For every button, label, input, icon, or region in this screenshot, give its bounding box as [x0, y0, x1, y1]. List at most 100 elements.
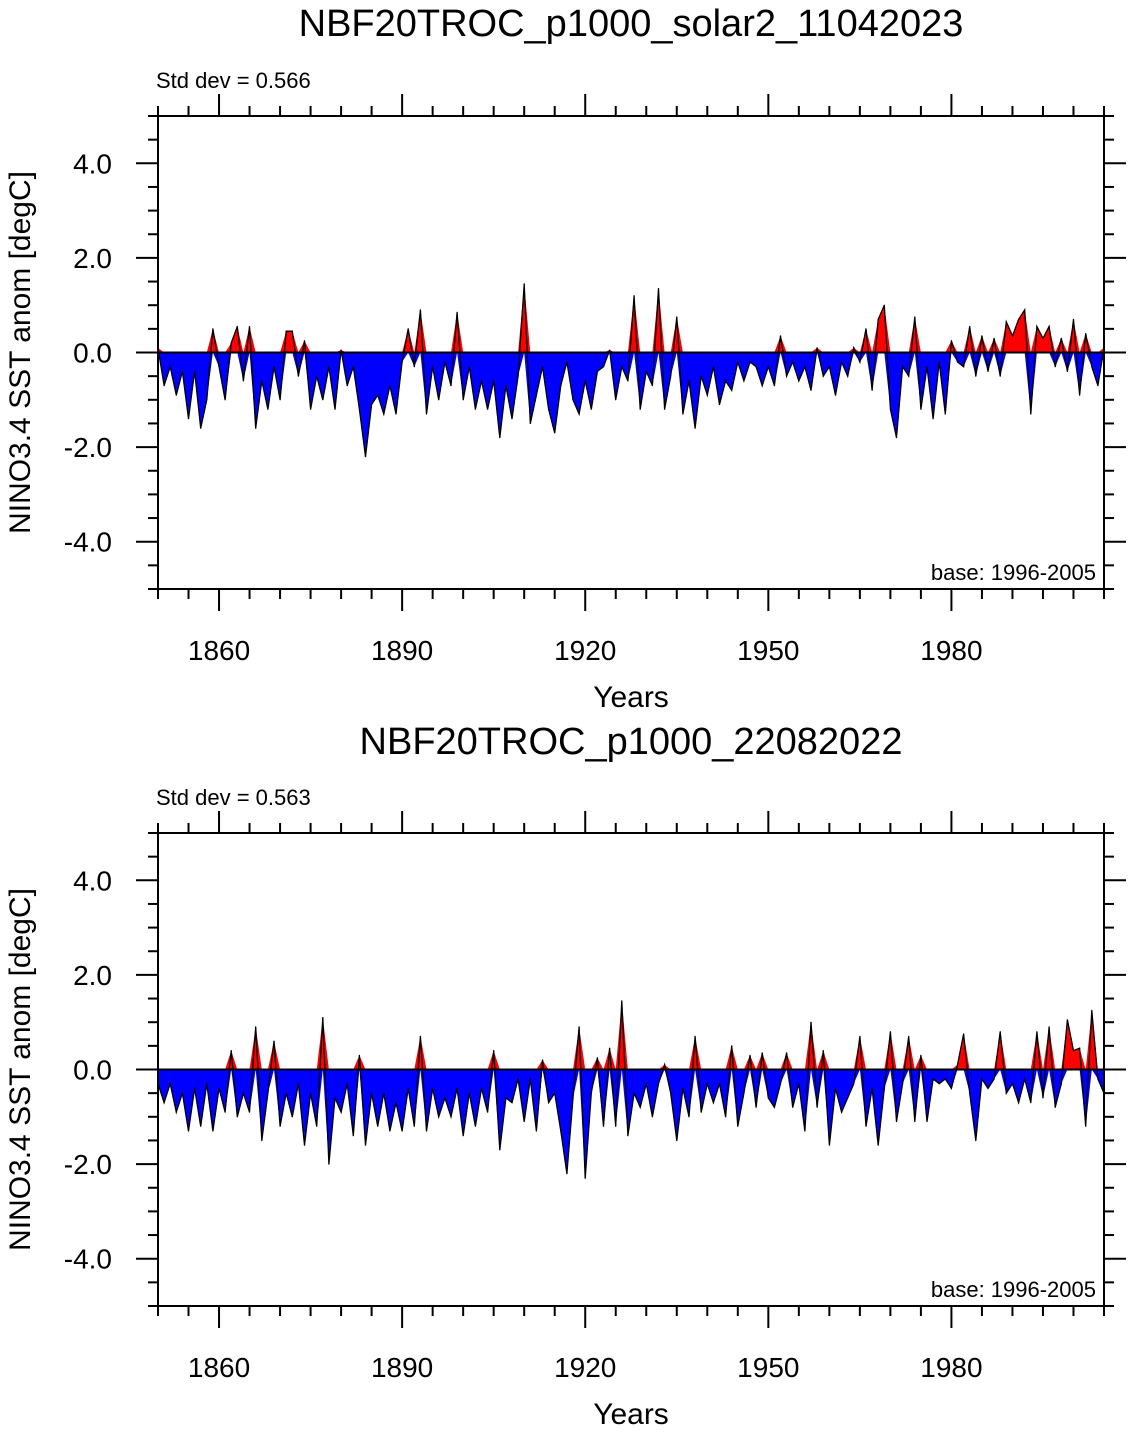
positive-anomaly-area — [158, 283, 1104, 353]
data-point — [1091, 1009, 1093, 1012]
y-tick-label: -4.0 — [64, 527, 112, 558]
data-point — [291, 330, 293, 332]
data-point — [334, 1097, 336, 1099]
data-point — [706, 1083, 708, 1085]
data-point — [676, 1139, 678, 1142]
data-point — [914, 316, 916, 318]
data-point — [535, 394, 538, 396]
data-point — [1005, 1092, 1007, 1094]
data-point — [511, 1102, 513, 1104]
anomaly-series-line — [157, 283, 1105, 457]
negative-anomaly-area — [158, 1069, 1104, 1179]
data-point — [834, 394, 837, 396]
data-point — [1097, 1078, 1099, 1080]
data-point — [413, 1125, 415, 1127]
chart-panel-1: 1860 1890 1920 1950 1980 4.0 2.0 0.0 -2.0 -4.0 NBF… — [4, 3, 1126, 714]
data-point — [822, 375, 824, 377]
data-point — [444, 361, 446, 363]
data-point — [767, 1097, 769, 1099]
data-point — [438, 1116, 440, 1118]
data-point — [285, 1092, 287, 1094]
data-point — [1048, 325, 1050, 328]
data-point — [303, 1144, 306, 1146]
data-point — [670, 375, 672, 377]
data-point — [987, 1087, 989, 1089]
data-point — [865, 328, 867, 330]
std-dev-label: Std dev = 0.563 — [156, 785, 311, 810]
y-tick-label: 2.0 — [73, 960, 112, 991]
data-point — [871, 1087, 873, 1089]
data-point — [224, 399, 226, 401]
data-point — [425, 413, 428, 415]
data-point — [993, 1078, 995, 1080]
data-point — [596, 370, 599, 372]
data-point — [950, 1087, 953, 1089]
data-point — [175, 394, 177, 396]
anomaly-series-line — [157, 1000, 1105, 1179]
data-point — [877, 1144, 879, 1146]
data-point — [432, 1087, 434, 1089]
data-point — [371, 1092, 373, 1094]
data-point — [401, 361, 403, 363]
data-points — [157, 1000, 1105, 1179]
data-point — [749, 1054, 751, 1056]
data-point — [999, 1031, 1001, 1033]
data-point — [944, 413, 946, 415]
data-point — [1005, 321, 1007, 323]
data-point — [694, 1035, 696, 1037]
data-point — [346, 385, 348, 387]
data-point — [859, 361, 861, 363]
data-point — [1072, 1050, 1075, 1052]
data-point — [352, 1135, 354, 1137]
data-point — [340, 1111, 342, 1113]
data-point — [572, 1097, 574, 1099]
data-point — [950, 340, 953, 342]
data-point — [529, 422, 531, 425]
x-tick-label: 1920 — [554, 635, 616, 666]
data-point — [364, 1144, 367, 1146]
chart-panel-2: 1860 1890 1920 1950 1980 4.0 2.0 0.0 -2.0 -4.0 NBF… — [4, 721, 1126, 1431]
data-point — [1024, 1078, 1026, 1080]
data-point — [523, 283, 525, 285]
data-point — [285, 330, 287, 332]
data-point — [773, 385, 776, 387]
data-point — [212, 328, 214, 330]
data-point — [322, 399, 324, 401]
data-point — [743, 380, 745, 382]
data-point — [529, 1078, 531, 1080]
data-point — [834, 1087, 837, 1089]
data-point — [993, 337, 995, 339]
data-point — [1030, 1102, 1032, 1104]
x-tick-label: 1920 — [554, 1352, 616, 1383]
data-point — [639, 408, 641, 410]
positive-anomaly-area — [158, 1000, 1104, 1070]
data-point — [1036, 325, 1038, 328]
data-point — [700, 1111, 702, 1113]
data-point — [731, 389, 733, 391]
data-point — [1060, 337, 1062, 339]
data-point — [676, 316, 678, 318]
data-point — [1011, 1083, 1014, 1085]
data-point — [657, 288, 660, 290]
data-point — [670, 1092, 672, 1094]
data-point — [810, 1021, 812, 1023]
chart-title: NBF20TROC_p1000_22082022 — [360, 721, 903, 763]
data-point — [194, 1087, 196, 1089]
data-point — [230, 342, 232, 344]
data-point — [450, 1116, 452, 1118]
data-point — [1054, 366, 1056, 368]
data-point — [517, 1078, 519, 1080]
data-point — [352, 366, 354, 368]
data-point — [743, 1092, 745, 1094]
data-point — [712, 1102, 715, 1104]
data-point — [841, 1111, 843, 1113]
y-tick-label: -4.0 — [64, 1244, 112, 1275]
data-point — [242, 380, 244, 382]
data-point — [956, 361, 959, 363]
data-point — [639, 1106, 641, 1108]
data-point — [725, 380, 727, 382]
data-point — [786, 1052, 788, 1054]
data-point — [1011, 335, 1014, 337]
data-point — [633, 295, 635, 297]
